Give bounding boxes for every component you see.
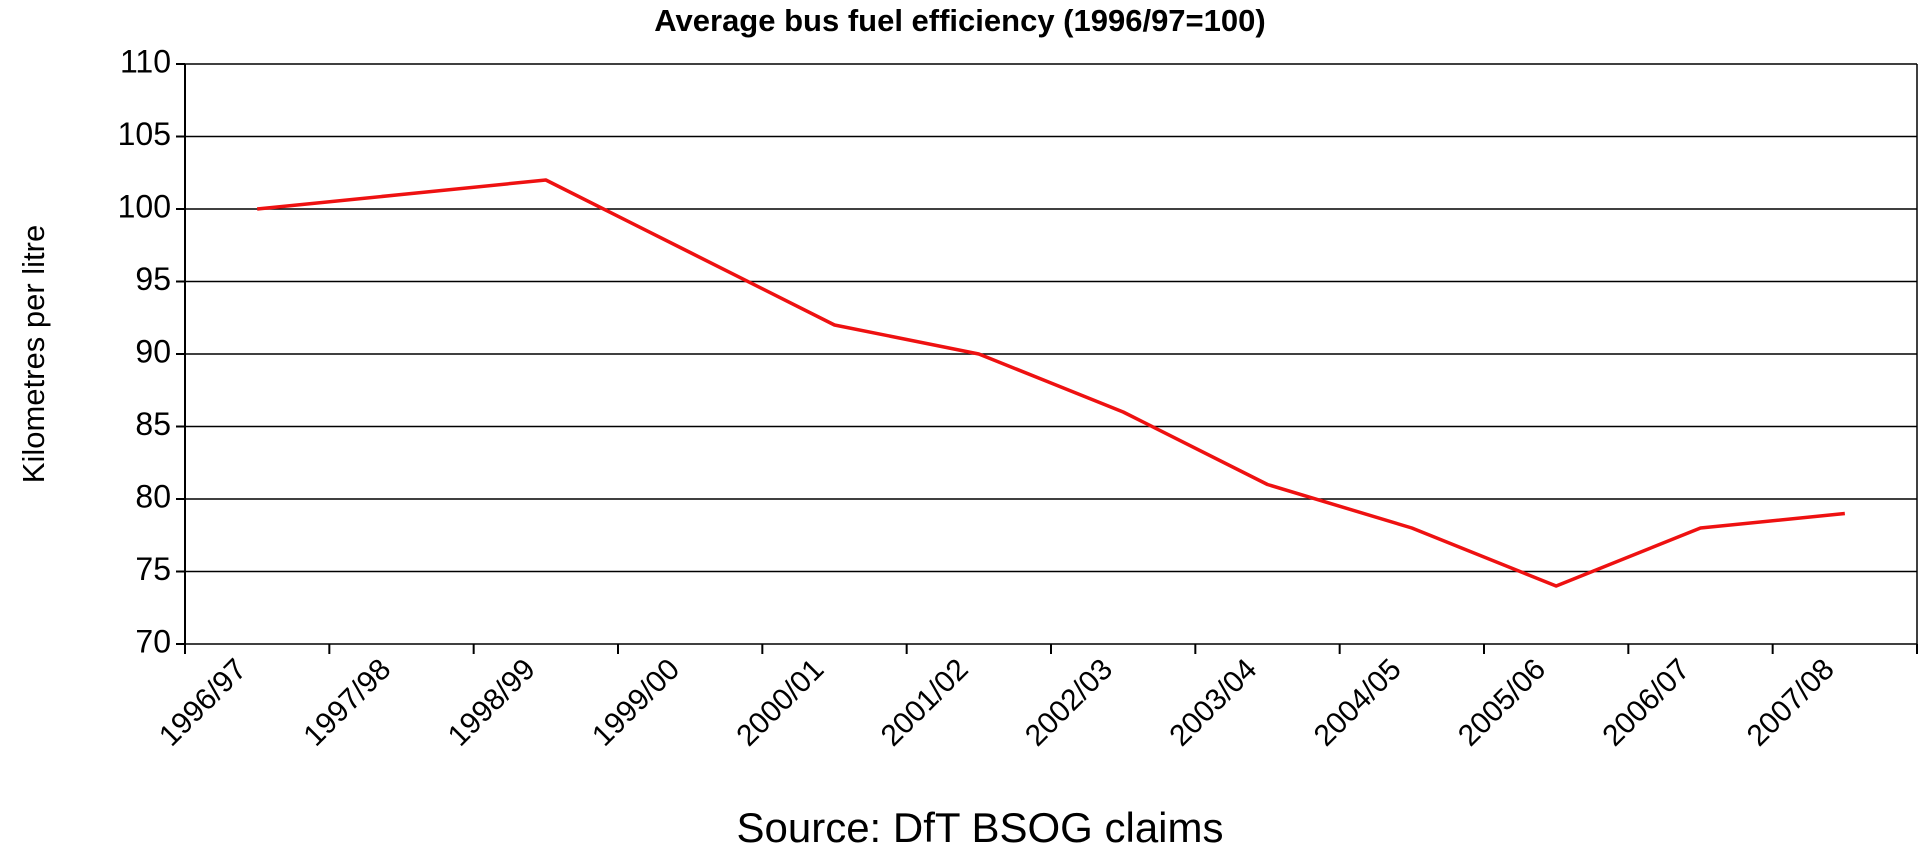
- chart-title: Average bus fuel efficiency (1996/97=100…: [654, 3, 1265, 38]
- x-tick-label: 1998/99: [442, 653, 542, 753]
- x-tick-label: 2003/04: [1163, 653, 1263, 753]
- x-tick-label: 2000/01: [730, 653, 830, 753]
- x-tick-label: 2005/06: [1452, 653, 1552, 753]
- x-tick-label: 1996/97: [153, 653, 253, 753]
- y-tick-label: 90: [135, 333, 171, 369]
- y-tick-label: 95: [135, 261, 171, 297]
- x-tick-label: 1997/98: [297, 653, 397, 753]
- line-series: [256, 178, 1846, 588]
- y-axis-title: Kilometres per litre: [16, 225, 51, 483]
- y-tick-label: 110: [120, 43, 171, 79]
- x-tick-label: 2002/03: [1019, 653, 1119, 753]
- x-tick-label: 1999/00: [586, 653, 686, 753]
- y-tick-label: 80: [135, 478, 171, 514]
- y-tick-label: 75: [135, 551, 171, 587]
- x-tick-label: 2004/05: [1308, 653, 1408, 753]
- y-tick-label: 85: [135, 406, 171, 442]
- y-tick-label: 70: [135, 623, 171, 659]
- x-tick-label: 2001/02: [875, 653, 975, 753]
- x-tick-label: 2006/07: [1596, 653, 1696, 753]
- source-note: Source: DfT BSOG claims: [736, 804, 1223, 851]
- y-tick-label: 105: [118, 116, 171, 152]
- x-tick-label: 2007/08: [1741, 653, 1841, 753]
- y-tick-label: 100: [118, 188, 171, 224]
